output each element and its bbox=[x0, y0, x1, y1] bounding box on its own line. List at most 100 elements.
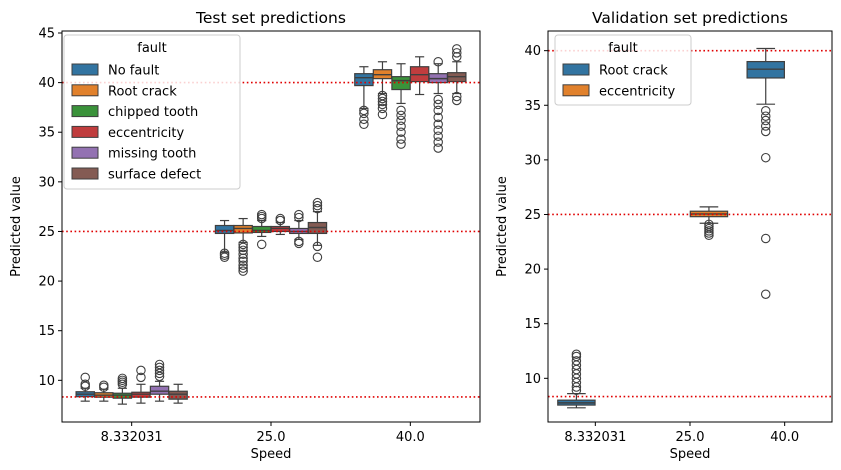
box bbox=[112, 373, 133, 405]
flier-point bbox=[396, 127, 406, 137]
flier-point bbox=[154, 359, 165, 370]
flier-point bbox=[312, 197, 323, 208]
flier-point bbox=[433, 143, 443, 153]
flier-point bbox=[452, 95, 462, 106]
flier-point bbox=[359, 108, 369, 119]
flier-point bbox=[377, 93, 388, 104]
flier-point bbox=[154, 365, 165, 376]
box-body bbox=[354, 73, 374, 87]
flier-point bbox=[452, 44, 462, 54]
flier-point bbox=[238, 249, 248, 260]
y-tick-label: 10 bbox=[524, 372, 541, 387]
flier-point bbox=[433, 137, 443, 147]
legend-swatch bbox=[71, 125, 99, 138]
box bbox=[307, 197, 328, 263]
flier-point bbox=[396, 139, 406, 149]
flier-point bbox=[294, 212, 304, 223]
y-tick-label: 25 bbox=[524, 208, 541, 223]
box bbox=[447, 44, 467, 106]
y-tick-label: 15 bbox=[38, 324, 55, 339]
flier-point bbox=[238, 242, 248, 253]
flier-point bbox=[312, 203, 323, 214]
legend-entry: chipped tooth bbox=[108, 105, 198, 120]
legend: fault No fault Root crack chipped tooth ecce… bbox=[63, 34, 241, 190]
box bbox=[270, 213, 291, 236]
y-axis-label: Predicted value bbox=[495, 176, 510, 277]
y-tick-label: 30 bbox=[524, 153, 541, 168]
flier-point bbox=[571, 356, 582, 366]
flier-point bbox=[433, 125, 443, 135]
box bbox=[289, 209, 309, 249]
flier-point bbox=[294, 209, 304, 220]
flier-point bbox=[452, 48, 462, 58]
box bbox=[689, 206, 729, 240]
flier-point bbox=[359, 119, 369, 130]
flier-point bbox=[571, 385, 582, 396]
flier-point bbox=[238, 263, 248, 273]
box-body bbox=[168, 390, 188, 400]
chart-title: Validation set predictions bbox=[592, 9, 788, 27]
box bbox=[75, 372, 95, 402]
box bbox=[251, 209, 272, 250]
flier-point bbox=[433, 57, 443, 67]
series-no-fault bbox=[75, 66, 374, 402]
y-tick-label: 25 bbox=[38, 225, 55, 240]
legend: fault Root crack eccentricity bbox=[554, 34, 692, 106]
chart-test-set: 10 15 20 25 30 35 40 45 8.332031 25.0 40.0 Test set… bbox=[9, 9, 481, 462]
y-tick-label: 35 bbox=[38, 126, 55, 141]
flier-point bbox=[256, 239, 267, 250]
y-tick-label: 10 bbox=[38, 374, 55, 389]
flier-point bbox=[452, 91, 462, 102]
chart-validation-set: 10 15 20 25 30 35 40 8.332031 25.0 40.0 Validation… bbox=[495, 9, 833, 462]
flier-point bbox=[377, 103, 388, 114]
flier-point bbox=[433, 99, 443, 110]
legend-swatch bbox=[71, 146, 99, 159]
y-tick-label: 40 bbox=[524, 44, 541, 59]
flier-point bbox=[396, 134, 406, 144]
legend-entry: eccentricity bbox=[108, 126, 184, 141]
x-tick-label: 25.0 bbox=[257, 430, 286, 445]
y-tick-label: 20 bbox=[524, 263, 541, 278]
flier-point bbox=[238, 239, 248, 250]
legend-swatch bbox=[71, 84, 99, 97]
box-body bbox=[391, 76, 411, 91]
legend-swatch bbox=[71, 105, 99, 118]
flier-point bbox=[704, 219, 714, 230]
flier-point bbox=[396, 105, 406, 116]
flier-point bbox=[377, 90, 388, 101]
box bbox=[354, 66, 374, 130]
box bbox=[168, 383, 188, 404]
box bbox=[233, 217, 253, 276]
series-chipped-tooth bbox=[112, 63, 411, 405]
y-axis: 10 15 20 25 30 35 40 bbox=[524, 44, 548, 387]
y-tick-label: 15 bbox=[524, 317, 541, 332]
flier-point bbox=[433, 119, 443, 130]
flier-point bbox=[433, 112, 443, 123]
flier-point bbox=[275, 213, 286, 224]
x-tick-label: 25.0 bbox=[676, 430, 705, 445]
flier-point bbox=[760, 105, 771, 116]
legend-title: fault bbox=[608, 41, 638, 56]
flier-point bbox=[359, 105, 369, 116]
flier-point bbox=[256, 209, 267, 220]
flier-point bbox=[760, 289, 771, 299]
y-axis-label: Predicted value bbox=[9, 176, 24, 277]
series-eccentricity bbox=[689, 206, 729, 240]
y-tick-label: 45 bbox=[38, 26, 55, 41]
flier-point bbox=[433, 131, 443, 141]
flier-point bbox=[760, 126, 771, 137]
box bbox=[746, 47, 785, 299]
chart-title: Test set predictions bbox=[195, 9, 346, 27]
flier-point bbox=[377, 96, 388, 107]
box bbox=[131, 365, 151, 404]
x-tick-label: 40.0 bbox=[770, 430, 799, 445]
flier-point bbox=[377, 109, 388, 120]
box bbox=[149, 359, 170, 402]
legend-swatch bbox=[562, 63, 590, 76]
x-tick-label: 8.332031 bbox=[101, 430, 163, 445]
flier-point bbox=[294, 238, 304, 249]
series-missing-tooth bbox=[149, 57, 448, 402]
flier-point bbox=[760, 233, 771, 244]
box bbox=[557, 349, 596, 409]
